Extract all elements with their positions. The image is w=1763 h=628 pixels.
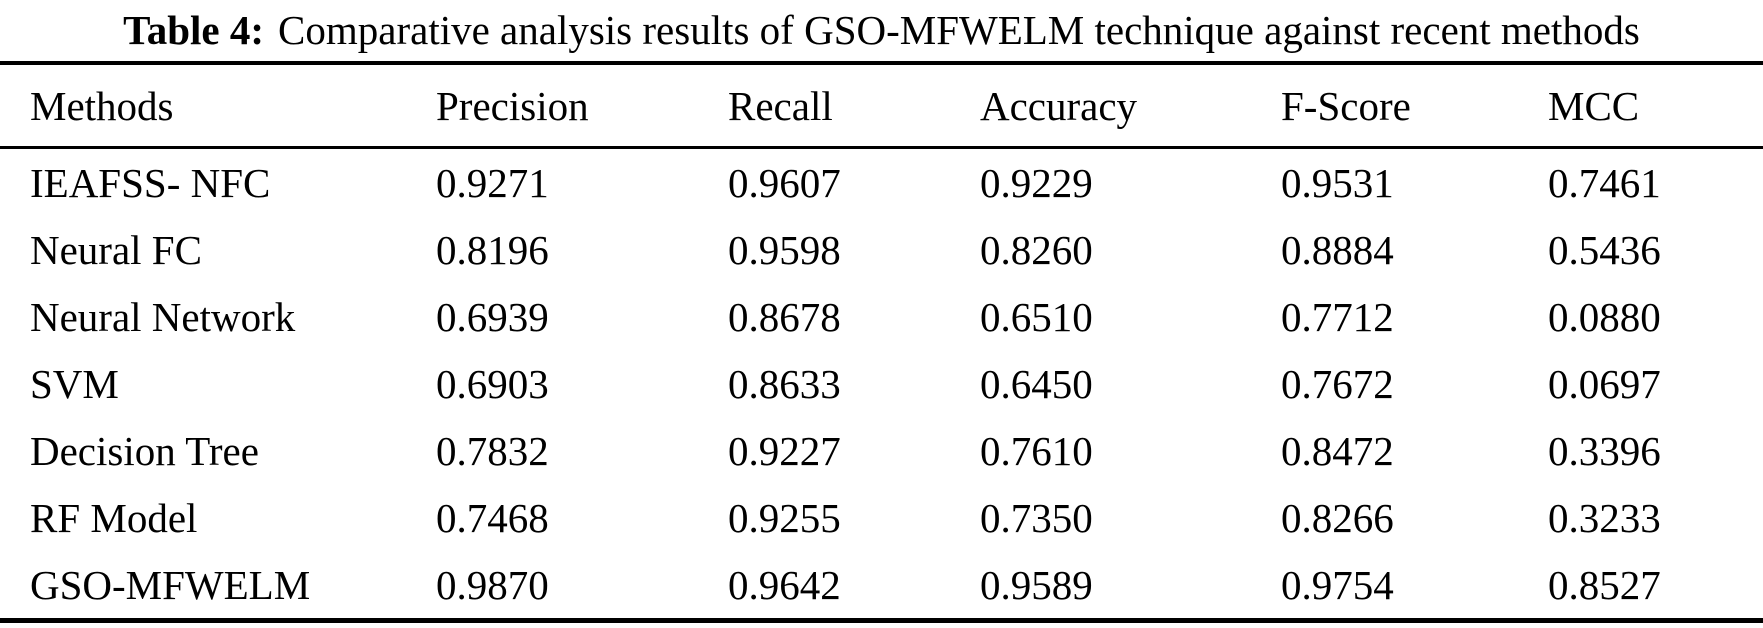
value-cell: 0.7672 (1281, 360, 1394, 407)
value-cell: 0.8527 (1548, 561, 1661, 608)
value-cell: 0.6939 (436, 293, 549, 340)
value-cell: 0.9642 (728, 561, 841, 608)
value-cell: 0.7461 (1548, 159, 1661, 206)
value-cell: 0.3396 (1548, 427, 1661, 474)
table-row: Neural FC 0.8196 0.9598 0.8260 0.8884 0.… (0, 216, 1763, 283)
value-cell: 0.9255 (728, 494, 841, 541)
method-cell: RF Model (30, 494, 198, 541)
table-row: Neural Network 0.6939 0.8678 0.6510 0.77… (0, 283, 1763, 350)
results-table: Methods Precision Recall Accuracy F-Scor… (0, 61, 1763, 623)
value-cell: 0.8266 (1281, 494, 1394, 541)
value-cell: 0.8472 (1281, 427, 1394, 474)
value-cell: 0.9870 (436, 561, 549, 608)
value-cell: 0.3233 (1548, 494, 1661, 541)
value-cell: 0.9589 (980, 561, 1093, 608)
value-cell: 0.9229 (980, 159, 1093, 206)
value-cell: 0.0697 (1548, 360, 1661, 407)
table-caption-label: Table 4: (123, 7, 265, 53)
value-cell: 0.6450 (980, 360, 1093, 407)
value-cell: 0.5436 (1548, 226, 1661, 273)
column-header-recall: Recall (728, 63, 980, 149)
value-cell: 0.6903 (436, 360, 549, 407)
table-row: SVM 0.6903 0.8633 0.6450 0.7672 0.0697 (0, 350, 1763, 417)
value-cell: 0.7468 (436, 494, 549, 541)
value-cell: 0.7350 (980, 494, 1093, 541)
value-cell: 0.9271 (436, 159, 549, 206)
value-cell: 0.8260 (980, 226, 1093, 273)
table-row: RF Model 0.7468 0.9255 0.7350 0.8266 0.3… (0, 484, 1763, 551)
method-cell: IEAFSS- NFC (30, 159, 271, 206)
header-row: Methods Precision Recall Accuracy F-Scor… (0, 63, 1763, 149)
table-row: Decision Tree 0.7832 0.9227 0.7610 0.847… (0, 417, 1763, 484)
table-header: Methods Precision Recall Accuracy F-Scor… (0, 63, 1763, 149)
column-header-precision: Precision (436, 63, 728, 149)
value-cell: 0.6510 (980, 293, 1093, 340)
value-cell: 0.9607 (728, 159, 841, 206)
value-cell: 0.7610 (980, 427, 1093, 474)
column-header-mcc: MCC (1548, 63, 1763, 149)
value-cell: 0.9598 (728, 226, 841, 273)
value-cell: 0.8196 (436, 226, 549, 273)
value-cell: 0.0880 (1548, 293, 1661, 340)
value-cell: 0.9227 (728, 427, 841, 474)
table-caption: Table 4: Comparative analysis results of … (0, 0, 1763, 61)
value-cell: 0.8633 (728, 360, 841, 407)
table-row: IEAFSS- NFC 0.9271 0.9607 0.9229 0.9531 … (0, 148, 1763, 217)
method-cell: SVM (30, 360, 119, 407)
method-cell: Neural FC (30, 226, 202, 273)
column-header-methods: Methods (0, 63, 436, 149)
table-caption-text: Comparative analysis results of GSO-MFWE… (278, 7, 1640, 53)
table-row: GSO-MFWELM 0.9870 0.9642 0.9589 0.9754 0… (0, 551, 1763, 621)
method-cell: Decision Tree (30, 427, 259, 474)
method-cell: GSO-MFWELM (30, 561, 311, 608)
value-cell: 0.7832 (436, 427, 549, 474)
value-cell: 0.8678 (728, 293, 841, 340)
value-cell: 0.9754 (1281, 561, 1394, 608)
value-cell: 0.9531 (1281, 159, 1394, 206)
value-cell: 0.7712 (1281, 293, 1394, 340)
column-header-fscore: F-Score (1281, 63, 1548, 149)
column-header-accuracy: Accuracy (980, 63, 1281, 149)
value-cell: 0.8884 (1281, 226, 1394, 273)
method-cell: Neural Network (30, 293, 296, 340)
table-body: IEAFSS- NFC 0.9271 0.9607 0.9229 0.9531 … (0, 148, 1763, 621)
